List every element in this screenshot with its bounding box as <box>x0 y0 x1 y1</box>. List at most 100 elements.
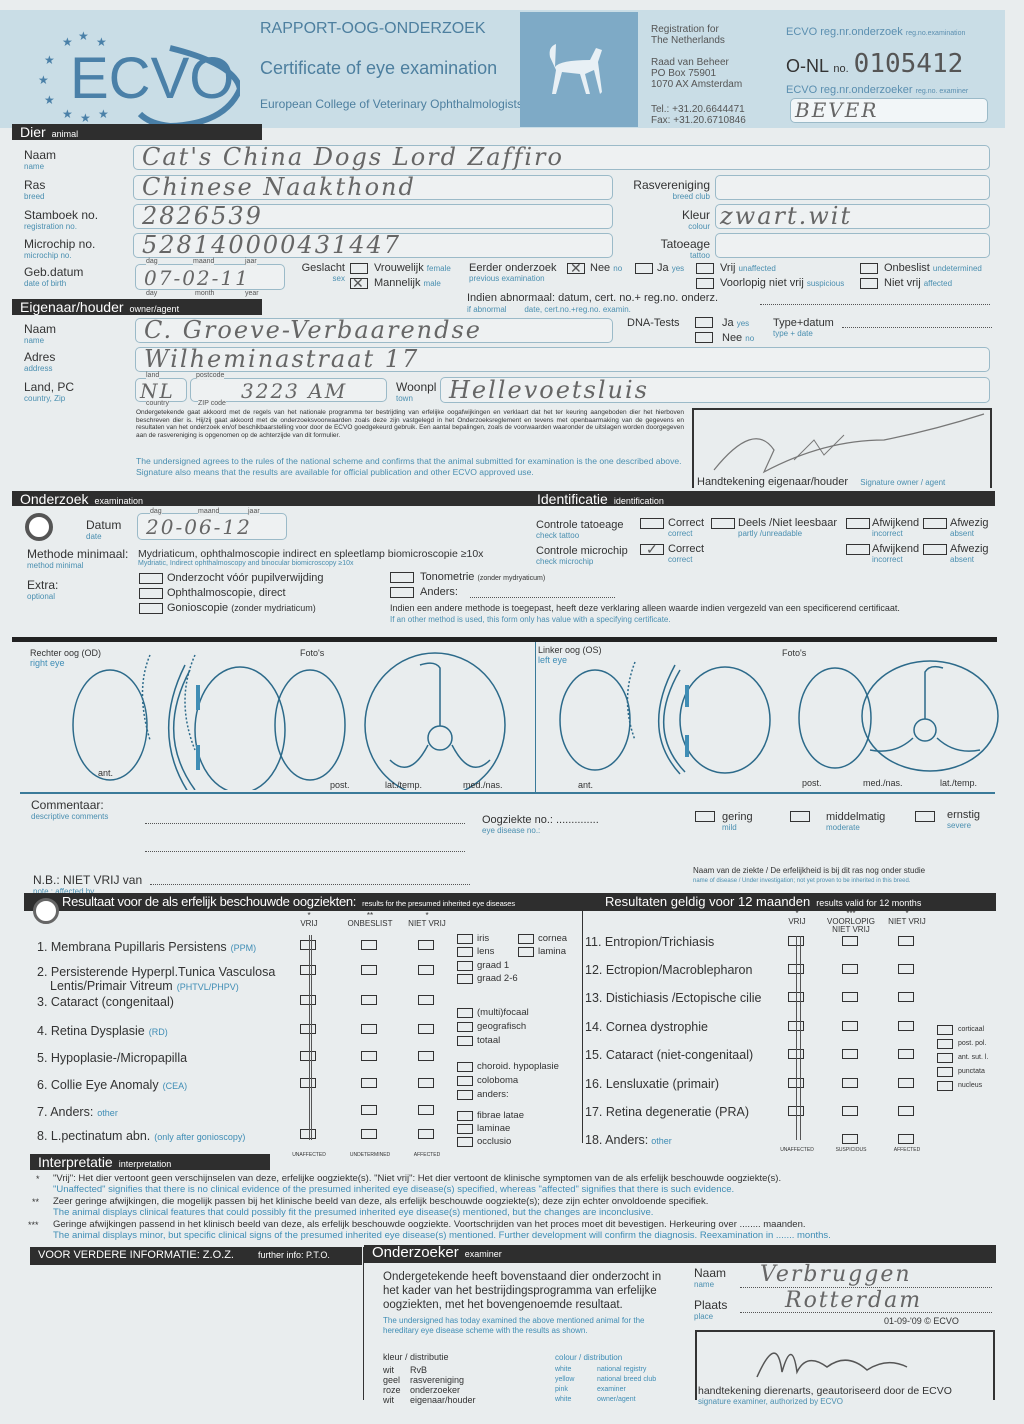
result-checkbox[interactable] <box>300 1051 316 1061</box>
examiner-name-field[interactable]: Verbruggen <box>740 1262 992 1288</box>
sub-checkbox[interactable] <box>457 1090 473 1100</box>
breed-club-field[interactable] <box>715 175 990 200</box>
tattoo-absent-checkbox[interactable] <box>923 518 947 529</box>
result-checkbox[interactable] <box>898 1078 914 1088</box>
result-checkbox[interactable] <box>361 1024 377 1034</box>
dna-no-checkbox[interactable] <box>695 332 713 343</box>
result-checkbox[interactable] <box>361 1129 377 1139</box>
result-checkbox[interactable] <box>418 1129 434 1139</box>
exam-date-field[interactable]: 20-06-12 <box>137 513 287 540</box>
comments-line-1[interactable] <box>145 823 465 824</box>
sub-checkbox[interactable] <box>457 1137 473 1147</box>
comments-line-2[interactable] <box>145 851 465 852</box>
moderate-checkbox[interactable] <box>790 811 810 822</box>
result-checkbox[interactable] <box>418 1051 434 1061</box>
sub-checkbox[interactable] <box>518 947 534 957</box>
undetermined-checkbox[interactable] <box>860 263 878 274</box>
owner-name-field[interactable]: C. Groeve-Verbaarendse <box>135 317 613 343</box>
result-checkbox[interactable] <box>898 964 914 974</box>
examiner-code-field[interactable]: BEVER <box>790 98 988 123</box>
result-checkbox[interactable] <box>300 965 316 975</box>
result-checkbox[interactable] <box>842 1134 858 1144</box>
result-checkbox[interactable] <box>361 1105 377 1115</box>
chip-absent-checkbox[interactable] <box>923 544 947 555</box>
result-checkbox[interactable] <box>842 1078 858 1088</box>
prev-no-checkbox[interactable]: ✕ <box>567 260 585 276</box>
tattoo-field[interactable] <box>715 233 990 258</box>
breed-field[interactable]: Chinese Naakthond <box>133 174 613 200</box>
result-checkbox[interactable] <box>418 1105 434 1115</box>
result-checkbox[interactable] <box>898 1049 914 1059</box>
gonioscopy-checkbox[interactable] <box>139 603 163 614</box>
result-checkbox[interactable] <box>898 1134 914 1144</box>
prev-yes-checkbox[interactable] <box>635 263 653 274</box>
sub-checkbox[interactable] <box>457 1008 473 1018</box>
cataract-sub-checkbox[interactable] <box>937 1081 953 1091</box>
result-checkbox[interactable] <box>300 940 316 950</box>
sub-checkbox[interactable] <box>457 1111 473 1121</box>
result-checkbox[interactable] <box>418 1024 434 1034</box>
sub-checkbox[interactable] <box>457 961 473 971</box>
other-method-field[interactable] <box>470 597 615 598</box>
result-checkbox[interactable] <box>361 1051 377 1061</box>
dna-yes-checkbox[interactable] <box>695 317 713 328</box>
affected-checkbox[interactable] <box>860 278 878 289</box>
sub-checkbox[interactable] <box>457 1076 473 1086</box>
result-checkbox[interactable] <box>842 1021 858 1031</box>
place-field[interactable]: Rotterdam <box>740 1288 992 1313</box>
abnormal-dotted-line[interactable] <box>760 304 990 305</box>
tonometry-checkbox[interactable] <box>390 572 414 583</box>
affected-by-field[interactable] <box>150 884 470 885</box>
town-field[interactable]: Hellevoetsluis <box>440 377 990 403</box>
sub-checkbox[interactable] <box>457 1022 473 1032</box>
result-checkbox[interactable] <box>842 1049 858 1059</box>
result-checkbox[interactable] <box>361 965 377 975</box>
chip-correct-checkbox[interactable]: ✓ <box>640 541 664 557</box>
dob-field[interactable]: 07-02-11 <box>135 264 285 290</box>
examiner-signature-box[interactable] <box>695 1330 995 1400</box>
direct-ophthalmoscopy-checkbox[interactable] <box>139 588 163 599</box>
result-checkbox[interactable] <box>842 964 858 974</box>
result-checkbox[interactable] <box>418 1078 434 1088</box>
registration-no-field[interactable]: 2826539 <box>133 203 613 229</box>
sub-checkbox[interactable] <box>457 1062 473 1072</box>
postcode-field[interactable]: 3223 AM <box>190 378 387 402</box>
suspicious-checkbox[interactable] <box>696 278 714 289</box>
result-checkbox[interactable] <box>898 1021 914 1031</box>
result-checkbox[interactable] <box>898 936 914 946</box>
result-checkbox[interactable] <box>842 1106 858 1116</box>
colour-field[interactable]: zwart.wit <box>715 203 990 229</box>
result-checkbox[interactable] <box>418 965 434 975</box>
sub-checkbox[interactable] <box>518 934 534 944</box>
cataract-sub-checkbox[interactable] <box>937 1025 953 1035</box>
result-checkbox[interactable] <box>898 992 914 1002</box>
male-checkbox[interactable]: ✕ <box>350 275 368 291</box>
owner-signature-box[interactable] <box>692 408 992 488</box>
sub-checkbox[interactable] <box>457 1036 473 1046</box>
address-field[interactable]: Wilheminastraat 17 <box>135 346 990 372</box>
result-checkbox[interactable] <box>361 1078 377 1088</box>
result-checkbox[interactable] <box>361 995 377 1005</box>
cataract-sub-checkbox[interactable] <box>937 1067 953 1077</box>
sub-checkbox[interactable] <box>457 947 473 957</box>
result-checkbox[interactable] <box>300 995 316 1005</box>
result-checkbox[interactable] <box>898 1106 914 1116</box>
result-checkbox[interactable] <box>361 940 377 950</box>
result-checkbox[interactable] <box>418 995 434 1005</box>
result-checkbox[interactable] <box>418 940 434 950</box>
cataract-sub-checkbox[interactable] <box>937 1039 953 1049</box>
tattoo-correct-checkbox[interactable] <box>640 518 664 529</box>
chip-incorrect-checkbox[interactable] <box>846 544 870 555</box>
other-method-checkbox[interactable] <box>390 587 414 598</box>
result-checkbox[interactable] <box>300 1129 316 1139</box>
country-field[interactable]: NL <box>135 378 187 402</box>
mild-checkbox[interactable] <box>695 811 715 822</box>
result-checkbox[interactable] <box>300 1078 316 1088</box>
sub-checkbox[interactable] <box>457 934 473 944</box>
result-checkbox[interactable] <box>842 936 858 946</box>
result-checkbox[interactable] <box>842 992 858 1002</box>
microchip-field[interactable]: 528140000431447 <box>133 232 613 258</box>
animal-name-field[interactable]: Cat's China Dogs Lord Zaffiro <box>133 144 990 170</box>
tattoo-incorrect-checkbox[interactable] <box>846 518 870 529</box>
severe-checkbox[interactable] <box>915 811 935 822</box>
